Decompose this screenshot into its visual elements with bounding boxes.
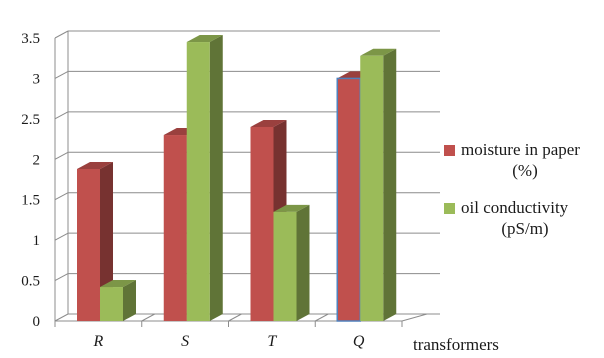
gridline-diagonal bbox=[54, 273, 69, 282]
y-tick-label: 0 bbox=[33, 314, 41, 330]
legend-label: moisture in paper bbox=[461, 140, 580, 159]
floor-separator bbox=[141, 313, 155, 322]
legend-label: (%) bbox=[512, 161, 537, 180]
bar-top bbox=[186, 35, 223, 43]
y-tick-label: 0.5 bbox=[21, 274, 40, 290]
bar-Q-conductivity bbox=[360, 55, 384, 321]
x-tick-label: Q bbox=[353, 333, 365, 350]
bar-side bbox=[100, 161, 113, 321]
legend-swatch bbox=[444, 145, 455, 156]
bar-Q-moisture bbox=[336, 77, 361, 322]
bar-top bbox=[250, 119, 287, 127]
y-tick-label: 3 bbox=[33, 71, 41, 87]
floor-separator bbox=[315, 313, 329, 322]
bar-top bbox=[77, 161, 113, 169]
legend-label: oil conductivity bbox=[461, 198, 569, 217]
x-tick-label: S bbox=[181, 333, 189, 350]
gridline-diagonal bbox=[54, 111, 69, 120]
bars-layer bbox=[77, 35, 397, 322]
legend: moisture in paper (%) oil conductivity (pS/… bbox=[444, 140, 580, 238]
x-tick-label: R bbox=[92, 333, 103, 350]
gridline-diagonal bbox=[54, 232, 69, 241]
floor-separator bbox=[228, 313, 242, 322]
x-axis-title: transformers bbox=[413, 335, 499, 353]
gridline-diagonal bbox=[54, 192, 69, 201]
x-tick-label: T bbox=[267, 333, 277, 350]
bar-R-moisture bbox=[77, 168, 100, 321]
legend-label: (pS/m) bbox=[501, 219, 548, 238]
bar-side bbox=[383, 48, 397, 321]
y-tick-label: 1 bbox=[33, 233, 41, 249]
floor-edge bbox=[401, 313, 428, 322]
bar-T-conductivity bbox=[273, 211, 297, 321]
bar-side bbox=[209, 35, 223, 322]
bar-side bbox=[123, 280, 136, 321]
legend-swatch bbox=[444, 203, 455, 214]
bar-T-moisture bbox=[250, 126, 274, 321]
y-tick-label: 3.5 bbox=[21, 31, 40, 47]
gridline-diagonal bbox=[54, 313, 69, 322]
bar-S-moisture bbox=[163, 135, 187, 321]
gridline-diagonal bbox=[54, 30, 69, 39]
y-tick-label: 1.5 bbox=[21, 193, 40, 209]
bar-R-conductivity bbox=[100, 287, 123, 321]
gridline-diagonal bbox=[54, 70, 69, 79]
bar-side bbox=[296, 204, 310, 321]
y-tick-label: 2.5 bbox=[21, 112, 40, 128]
bar-S-conductivity bbox=[186, 42, 210, 322]
gridline-diagonal bbox=[54, 151, 69, 160]
bar-top bbox=[273, 204, 310, 212]
bar-top bbox=[360, 48, 397, 56]
bar-top bbox=[100, 280, 136, 288]
y-tick-label: 2 bbox=[33, 152, 41, 168]
